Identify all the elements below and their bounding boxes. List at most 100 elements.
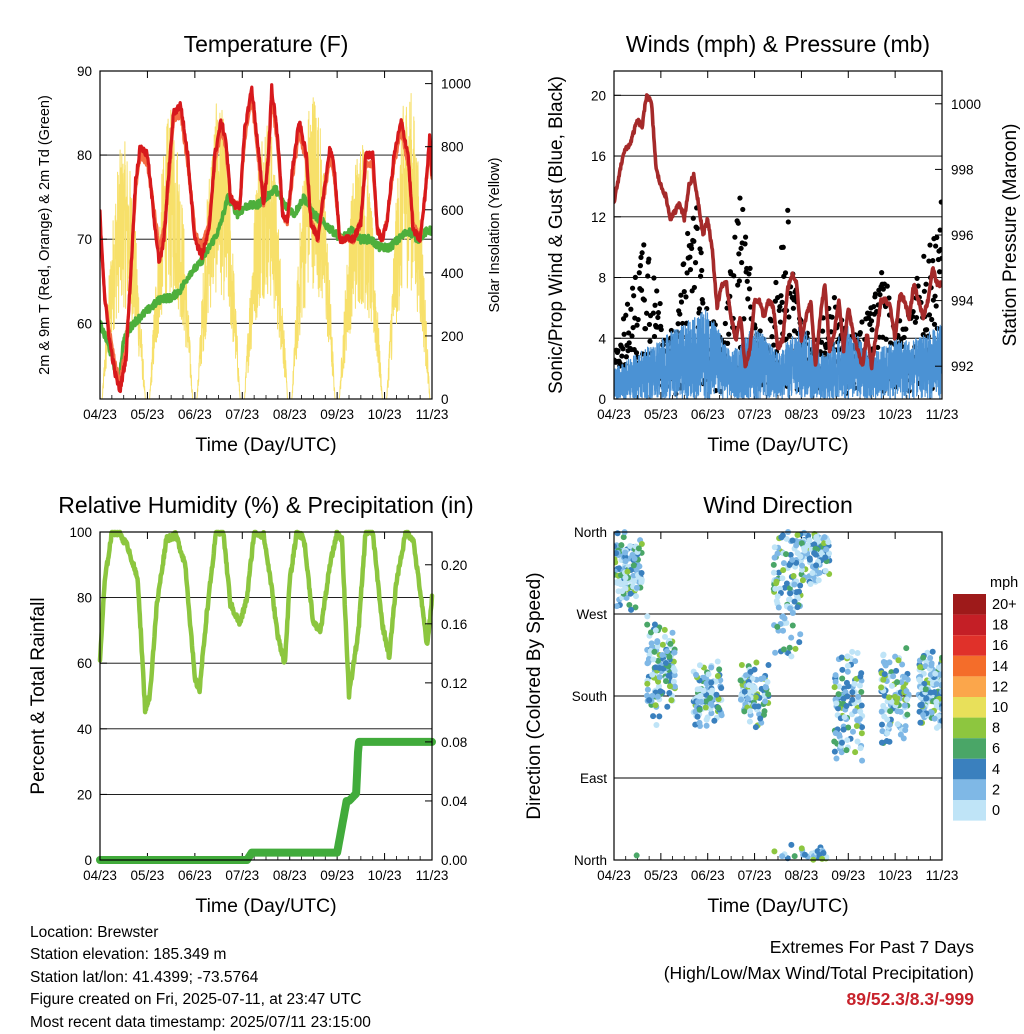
gust-point (888, 340, 894, 346)
direction-point (904, 696, 911, 703)
humidity-panel: Relative Humidity (%) & Precipitation (i… (28, 492, 474, 917)
direction-point (771, 544, 778, 551)
direction-point (884, 716, 891, 723)
direction-point (633, 584, 640, 591)
direction-point (903, 645, 910, 652)
direction-point (650, 656, 657, 663)
direction-point (894, 679, 901, 686)
direction-point (794, 604, 801, 611)
direction-ytick-label: East (580, 771, 607, 786)
gust-point (779, 299, 785, 305)
direction-point (901, 702, 908, 709)
gust-point (698, 250, 704, 256)
winds-ytick-label: 12 (591, 210, 606, 225)
gust-point (790, 305, 796, 311)
gust-point (619, 353, 625, 359)
speed-legend-swatch (953, 779, 986, 800)
winds-ytick-label: 20 (591, 88, 606, 103)
direction-point (903, 688, 910, 695)
2m-t-line (100, 83, 432, 394)
direction-point (694, 686, 701, 693)
wind-line (614, 309, 942, 399)
gust-point (820, 328, 826, 334)
humidity-y2tick-label: 0.04 (441, 794, 468, 809)
gust-point (675, 321, 681, 327)
direction-point (763, 684, 770, 691)
winds-ytick-label: 4 (598, 331, 606, 346)
direction-point (788, 841, 795, 848)
direction-point (718, 685, 725, 692)
direction-point (664, 703, 671, 710)
direction-xtick-label: 07/23 (738, 868, 772, 883)
humidity-ytick-label: 80 (77, 591, 92, 606)
humidity-y2tick-label: 0.08 (441, 735, 467, 750)
gust-point (687, 254, 693, 260)
gust-point (657, 300, 663, 307)
direction-point (904, 711, 911, 718)
gust-point (681, 289, 687, 295)
gust-point (785, 219, 791, 225)
winds-ytick-label: 0 (598, 392, 606, 407)
gust-point (651, 333, 658, 340)
speed-legend-label: 14 (992, 659, 1008, 675)
direction-point (781, 615, 788, 622)
direction-point (741, 688, 748, 695)
gust-point (912, 319, 918, 325)
direction-point (923, 695, 930, 702)
gust-point (771, 342, 777, 348)
direction-point (627, 590, 634, 597)
direction-point (645, 655, 652, 662)
direction-point (888, 682, 895, 689)
direction-point (703, 716, 710, 723)
humidity-ytick-label: 60 (77, 656, 92, 671)
winds-xtick-label: 11/23 (926, 407, 959, 422)
speed-legend-label: 10 (992, 700, 1008, 716)
winds-plot-area (614, 93, 942, 399)
direction-point (897, 708, 904, 715)
station-pressure-line (614, 93, 942, 371)
gust-point (910, 309, 916, 315)
speed-legend-swatch (953, 738, 986, 759)
gust-point (777, 304, 783, 310)
direction-point (746, 718, 753, 725)
direction-point (624, 568, 631, 575)
gust-point (685, 230, 691, 237)
gust-point (769, 334, 775, 340)
station-info: Location: Brewster Station elevation: 18… (30, 922, 371, 1034)
direction-point (788, 653, 795, 660)
direction-point (638, 578, 645, 585)
gust-point (757, 328, 763, 334)
direction-point (649, 671, 656, 678)
temperature-ytick-label: 90 (77, 64, 92, 79)
direction-point (854, 649, 861, 656)
direction-point (630, 572, 637, 579)
direction-point (931, 689, 938, 696)
direction-point (771, 848, 778, 855)
speed-legend-swatch (953, 697, 986, 718)
direction-point (646, 697, 653, 704)
direction-point (801, 851, 808, 858)
direction-point (651, 648, 658, 655)
direction-point (663, 678, 670, 685)
humidity-ytick-label: 100 (69, 525, 92, 540)
temperature-xtick-label: 11/23 (416, 407, 449, 422)
direction-point (859, 757, 866, 764)
direction-point (835, 705, 842, 712)
direction-point (772, 649, 779, 656)
gust-point (822, 350, 828, 356)
gust-point (688, 245, 695, 252)
direction-point (878, 684, 885, 691)
gust-point (883, 336, 889, 342)
direction-panel: Wind Direction 04/23 05/23 06/23 07/23 08/23 0… (524, 492, 958, 917)
direction-point (932, 670, 939, 677)
gust-point (831, 295, 838, 301)
speed-legend-swatch (953, 800, 986, 821)
direction-point (656, 674, 663, 681)
direction-point (901, 674, 908, 681)
direction-point (780, 560, 787, 567)
direction-point (845, 683, 852, 690)
direction-point (626, 601, 633, 608)
direction-point (790, 573, 797, 580)
speed-legend-label: 12 (992, 679, 1008, 695)
gust-point (647, 338, 653, 344)
